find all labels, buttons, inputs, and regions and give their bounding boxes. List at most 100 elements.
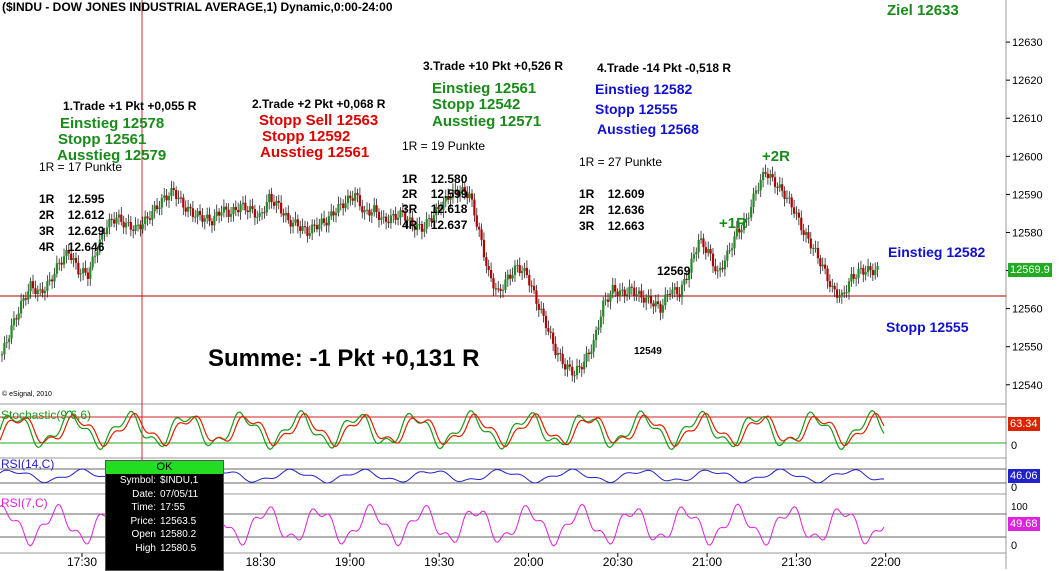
trade3-entry: Einstieg 12561 (432, 80, 537, 97)
candle-body (215, 211, 218, 216)
candle-body (857, 269, 860, 278)
candle-body (678, 294, 681, 298)
candle-body (664, 294, 667, 306)
candle-body (117, 214, 121, 218)
candle-body (351, 198, 354, 201)
candle-body (747, 217, 750, 219)
candle-body (845, 292, 848, 294)
x-tick-label: 21:00 (692, 555, 722, 569)
candle-body (122, 221, 125, 228)
candle-body (175, 190, 178, 199)
data-window[interactable]: OK Symbol: $INDU,1 Date: 07/05/11 Time: 17:… (105, 460, 224, 571)
candle-body (349, 195, 352, 199)
stoch-d-line (0, 412, 885, 448)
candle-body (850, 274, 853, 282)
candle-body (48, 279, 51, 282)
candle-body (24, 298, 27, 300)
candle-body (5, 342, 8, 344)
candle-body (375, 205, 378, 212)
candle-body (430, 218, 433, 222)
candle-body (819, 258, 822, 267)
candle-body (773, 177, 777, 187)
candle-body (220, 212, 223, 216)
candle-body (637, 290, 641, 295)
candle-body (621, 289, 624, 291)
candle-body (685, 278, 688, 280)
candle-body (759, 179, 762, 191)
candle-body (871, 270, 874, 276)
candle-body (604, 299, 607, 301)
candle-body (575, 366, 579, 376)
candle-body (642, 297, 645, 303)
chart-title: ($INDU - DOW JONES INDUSTRIAL AVERAGE,1)… (2, 0, 393, 14)
candle-body (284, 212, 288, 216)
candle-body (583, 361, 586, 370)
candle-body (473, 199, 476, 216)
candle-body (98, 239, 101, 252)
candle-body (337, 204, 340, 213)
candle-body (544, 315, 548, 329)
candle-body (625, 294, 629, 296)
candle-body (155, 205, 159, 210)
x-tick-label: 17:30 (67, 555, 97, 569)
candle-body (132, 229, 135, 231)
candle-body (757, 190, 760, 192)
candle-body (19, 300, 23, 314)
candle-body (568, 364, 571, 367)
candle-body (394, 213, 397, 220)
target-label: Ziel 12633 (887, 2, 959, 19)
candle-body (552, 332, 555, 344)
candle-body (31, 281, 35, 289)
candle-body (716, 270, 719, 272)
candle-body (41, 289, 44, 294)
candle-body (776, 186, 779, 188)
candle-body (521, 271, 524, 274)
candle-body (499, 288, 502, 291)
trade1-level-1: 1R 12.595 (39, 192, 105, 206)
candle-body (334, 212, 338, 216)
candle-body (65, 250, 68, 257)
candle-body (633, 287, 636, 296)
popup-ok-button[interactable]: OK (106, 461, 223, 474)
candle-body (325, 222, 328, 226)
trade1-level-3: 3R 12.629 (39, 224, 105, 238)
candle-body (597, 327, 600, 331)
candle-body (771, 174, 774, 178)
candle-body (778, 184, 781, 188)
candle-body (492, 278, 495, 289)
trade4-stop: Stopp 12555 (595, 101, 678, 117)
candle-body (275, 200, 278, 206)
candle-body (184, 207, 187, 212)
candle-body (315, 225, 319, 230)
candle-body (151, 211, 154, 220)
candle-body (382, 216, 385, 218)
trade4-entry: Einstieg 12582 (595, 81, 693, 97)
candle-body (408, 217, 412, 220)
candle-body (490, 270, 493, 279)
candle-body (585, 352, 588, 362)
candle-body (709, 249, 712, 254)
candle-body (256, 216, 259, 218)
candle-body (399, 210, 402, 218)
candle-body (134, 224, 137, 231)
candle-body (306, 227, 309, 236)
candle-body (120, 214, 123, 222)
candle-body (17, 313, 20, 320)
candle-body (478, 226, 481, 230)
candle-body (110, 218, 113, 220)
mid-label: 12569 (657, 264, 691, 278)
candle-body (592, 340, 595, 352)
candle-body (229, 214, 233, 217)
candle-body (396, 217, 400, 220)
summary-label: Summe: -1 Pkt +0,131 R (208, 345, 480, 372)
candle-body (497, 288, 500, 290)
candle-body (826, 268, 829, 282)
candle-body (549, 331, 552, 333)
candle-body (466, 192, 469, 198)
candle-body (566, 364, 569, 370)
x-tick-label: 22:00 (871, 555, 901, 569)
candle-body (537, 303, 540, 310)
candle-body (876, 266, 879, 270)
candle-body (210, 221, 214, 226)
candle-body (0, 354, 4, 356)
